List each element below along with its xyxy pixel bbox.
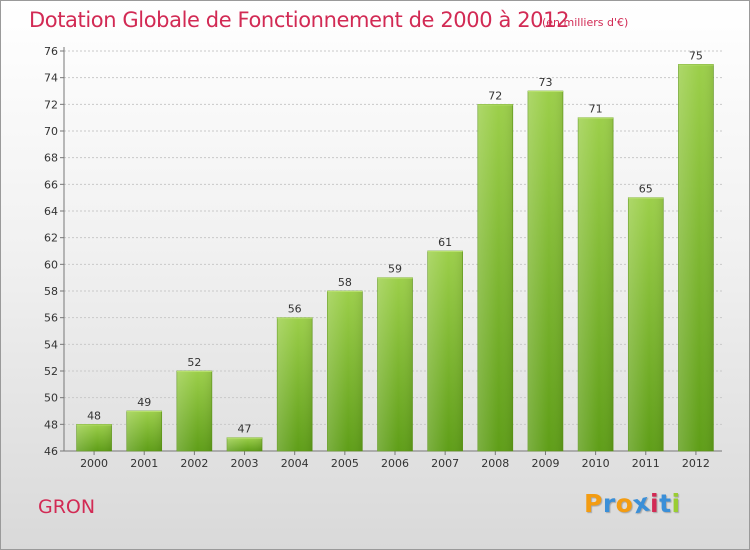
bar-shade-2008 bbox=[477, 104, 513, 451]
bar-shade-2006 bbox=[377, 277, 413, 451]
y-tick-label: 60 bbox=[44, 258, 58, 271]
bar-shade-2007 bbox=[427, 251, 463, 451]
data-label: 75 bbox=[689, 49, 703, 62]
data-label: 61 bbox=[438, 236, 452, 249]
x-tick-label: 2011 bbox=[632, 457, 660, 470]
data-label: 58 bbox=[338, 276, 352, 289]
data-label: 71 bbox=[589, 103, 603, 116]
chart-subtitle: (en milliers d'€) bbox=[542, 16, 629, 29]
x-tick-label: 2003 bbox=[231, 457, 259, 470]
bar-shade-2011 bbox=[628, 197, 664, 451]
bar-shade-2005 bbox=[327, 291, 363, 451]
y-tick-label: 56 bbox=[44, 312, 58, 325]
y-tick-label: 62 bbox=[44, 232, 58, 245]
data-label: 72 bbox=[488, 89, 502, 102]
logo-letter: P bbox=[584, 489, 603, 518]
x-tick-label: 2005 bbox=[331, 457, 359, 470]
bar-shade-2012 bbox=[678, 64, 714, 452]
x-tick-label: 2009 bbox=[531, 457, 559, 470]
x-tick-label: 2006 bbox=[381, 457, 409, 470]
y-tick-label: 68 bbox=[44, 152, 58, 165]
logo-letter: i bbox=[650, 489, 660, 518]
logo-letter: o bbox=[615, 489, 634, 518]
chart-title: Dotation Globale de Fonctionnement de 20… bbox=[29, 8, 570, 32]
logo-letter: r bbox=[602, 489, 616, 518]
y-tick-label: 58 bbox=[44, 285, 58, 298]
data-label: 48 bbox=[87, 409, 101, 422]
y-tick-label: 66 bbox=[44, 178, 58, 191]
y-tick-label: 48 bbox=[44, 418, 58, 431]
proxiti-logo: Proxiti bbox=[584, 488, 681, 520]
x-tick-label: 2000 bbox=[80, 457, 108, 470]
bar-shade-2009 bbox=[527, 91, 563, 451]
logo-letter: i bbox=[671, 489, 681, 518]
data-label: 49 bbox=[137, 396, 151, 409]
bar-shade-2010 bbox=[578, 117, 614, 452]
data-label: 65 bbox=[639, 183, 653, 196]
y-tick-label: 50 bbox=[44, 392, 58, 405]
x-tick-label: 2012 bbox=[682, 457, 710, 470]
data-label: 59 bbox=[388, 263, 402, 276]
bar-shade-2000 bbox=[76, 424, 112, 451]
y-tick-label: 54 bbox=[44, 338, 58, 351]
x-tick-label: 2007 bbox=[431, 457, 459, 470]
y-tick-label: 72 bbox=[44, 98, 58, 111]
x-tick-label: 2004 bbox=[281, 457, 309, 470]
y-tick-label: 46 bbox=[44, 445, 58, 458]
data-label: 52 bbox=[187, 356, 201, 369]
y-tick-label: 74 bbox=[44, 72, 58, 85]
bar-shade-2002 bbox=[176, 371, 212, 451]
data-labels: 2000 48 2001 49 2002 52 2003 47 2004 56 2005 58 2006… bbox=[80, 49, 710, 470]
x-tick-label: 2002 bbox=[180, 457, 208, 470]
x-tick-label: 2001 bbox=[130, 457, 158, 470]
y-tick-label: 64 bbox=[44, 205, 58, 218]
bar-shade-2003 bbox=[227, 437, 263, 451]
data-label: 47 bbox=[238, 423, 252, 436]
data-label: 56 bbox=[288, 303, 302, 316]
logo-letter: t bbox=[659, 489, 672, 518]
bars bbox=[76, 64, 714, 452]
bar-shade-2004 bbox=[277, 317, 313, 451]
x-tick-label: 2010 bbox=[582, 457, 610, 470]
data-label: 73 bbox=[538, 76, 552, 89]
x-tick-label: 2008 bbox=[481, 457, 509, 470]
bar-shade-2001 bbox=[126, 411, 162, 451]
y-tick-label: 76 bbox=[44, 45, 58, 58]
y-tick-label: 52 bbox=[44, 365, 58, 378]
y-tick-label: 70 bbox=[44, 125, 58, 138]
commune-name: GRON bbox=[38, 496, 96, 518]
